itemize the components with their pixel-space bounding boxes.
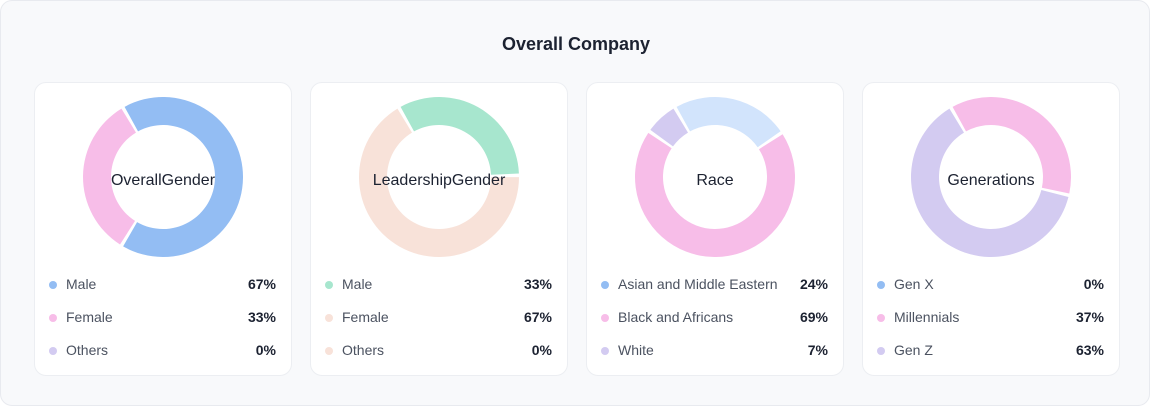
- legend-label: Millennials: [894, 309, 960, 325]
- center-label-line: Generations: [947, 171, 1035, 189]
- legend-label: Gen Z: [894, 342, 933, 358]
- legend-dot-icon: [325, 347, 333, 355]
- legend-label: Male: [342, 276, 373, 292]
- legend-label: Female: [342, 309, 389, 325]
- chart-legend: Male 33% Female 67% Others 0%: [311, 269, 567, 368]
- legend-dot-icon: [601, 347, 609, 355]
- legend-value: 33%: [523, 276, 552, 292]
- donut-center-label: Leadership Gender: [373, 148, 506, 212]
- legend-value: 67%: [523, 309, 552, 325]
- donut-slice-male: [400, 97, 519, 175]
- legend-label: Female: [66, 309, 113, 325]
- legend-item: Female 33%: [35, 302, 291, 335]
- legend-value: 0%: [255, 342, 276, 358]
- chart-legend: Gen X 0% Millennials 37% Gen Z 63%: [863, 269, 1119, 368]
- donut-slice-male: [123, 97, 243, 257]
- donut-slice-asian-and-middle-eastern: [676, 97, 781, 148]
- legend-item: Male 67%: [35, 269, 291, 302]
- legend-label: White: [618, 342, 654, 358]
- chart-legend: Male 67% Female 33% Others 0%: [35, 269, 291, 368]
- legend-value: 67%: [247, 276, 276, 292]
- legend-item: Gen X 0%: [863, 269, 1119, 302]
- chart-card-leadership-gender: Leadership Gender Male 33% Female 67% Others 0…: [310, 82, 568, 376]
- legend-value: 0%: [1083, 276, 1104, 292]
- legend-dot-icon: [601, 281, 609, 289]
- legend-dot-icon: [601, 314, 609, 322]
- legend-label: Gen X: [894, 276, 934, 292]
- donut-center-label: Generations: [942, 148, 1040, 212]
- legend-label: Others: [66, 342, 109, 358]
- legend-dot-icon: [877, 314, 885, 322]
- legend-item: Gen Z 63%: [863, 335, 1119, 368]
- chart-card-overall-gender: Overall Gender Male 67% Female 33% Others 0%: [34, 82, 292, 376]
- legend-value: 7%: [807, 342, 828, 358]
- center-label-line: Leadership: [372, 171, 452, 189]
- center-label-line: Overall: [110, 171, 162, 189]
- donut-chart: [359, 97, 519, 257]
- legend-value: 63%: [1075, 342, 1104, 358]
- legend-value: 24%: [799, 276, 828, 292]
- donut-slice-female: [359, 108, 519, 257]
- legend-value: 37%: [1075, 309, 1104, 325]
- legend-label: Others: [342, 342, 385, 358]
- chart-legend: Asian and Middle Eastern 24% Black and Afr…: [587, 269, 843, 368]
- legend-dot-icon: [877, 281, 885, 289]
- legend-item: Asian and Middle Eastern 24%: [587, 269, 843, 302]
- legend-value: 69%: [799, 309, 828, 325]
- legend-item: Female 67%: [311, 302, 567, 335]
- donut-slice-black-and-africans: [635, 132, 795, 257]
- legend-dot-icon: [49, 347, 57, 355]
- legend-dot-icon: [325, 314, 333, 322]
- legend-label: Male: [66, 276, 97, 292]
- donut-slice-female: [83, 108, 136, 245]
- legend-dot-icon: [49, 281, 57, 289]
- legend-dot-icon: [49, 314, 57, 322]
- donut-center-label: Overall Gender: [110, 148, 216, 212]
- page-title: Overall Company: [501, 34, 651, 54]
- legend-item: Others 0%: [35, 335, 291, 368]
- legend-item: White 7%: [587, 335, 843, 368]
- legend-label: Asian and Middle Eastern: [618, 276, 778, 292]
- legend-value: 0%: [531, 342, 552, 358]
- donut-slice-gen-z: [911, 108, 1069, 257]
- chart-card-generations: Generations Gen X 0% Millennials 37% Gen Z 63…: [862, 82, 1120, 376]
- center-label-line: Gender: [451, 171, 506, 189]
- donut-center-label: Race: [666, 148, 764, 212]
- donut-slice-white: [650, 108, 688, 147]
- legend-item: Black and Africans 69%: [587, 302, 843, 335]
- legend-item: Others 0%: [311, 335, 567, 368]
- legend-dot-icon: [325, 281, 333, 289]
- donut-chart: [911, 97, 1071, 257]
- donut-chart: [83, 97, 243, 257]
- center-label-line: Race: [696, 171, 734, 189]
- legend-dot-icon: [877, 347, 885, 355]
- center-label-line: Gender: [161, 171, 216, 189]
- donut-chart: [635, 97, 795, 257]
- donut-slice-millennials: [952, 97, 1071, 194]
- legend-item: Male 33%: [311, 269, 567, 302]
- legend-value: 33%: [247, 309, 276, 325]
- legend-item: Millennials 37%: [863, 302, 1119, 335]
- chart-card-race: Race Asian and Middle Eastern 24% Black an…: [586, 82, 844, 376]
- legend-label: Black and Africans: [618, 309, 734, 325]
